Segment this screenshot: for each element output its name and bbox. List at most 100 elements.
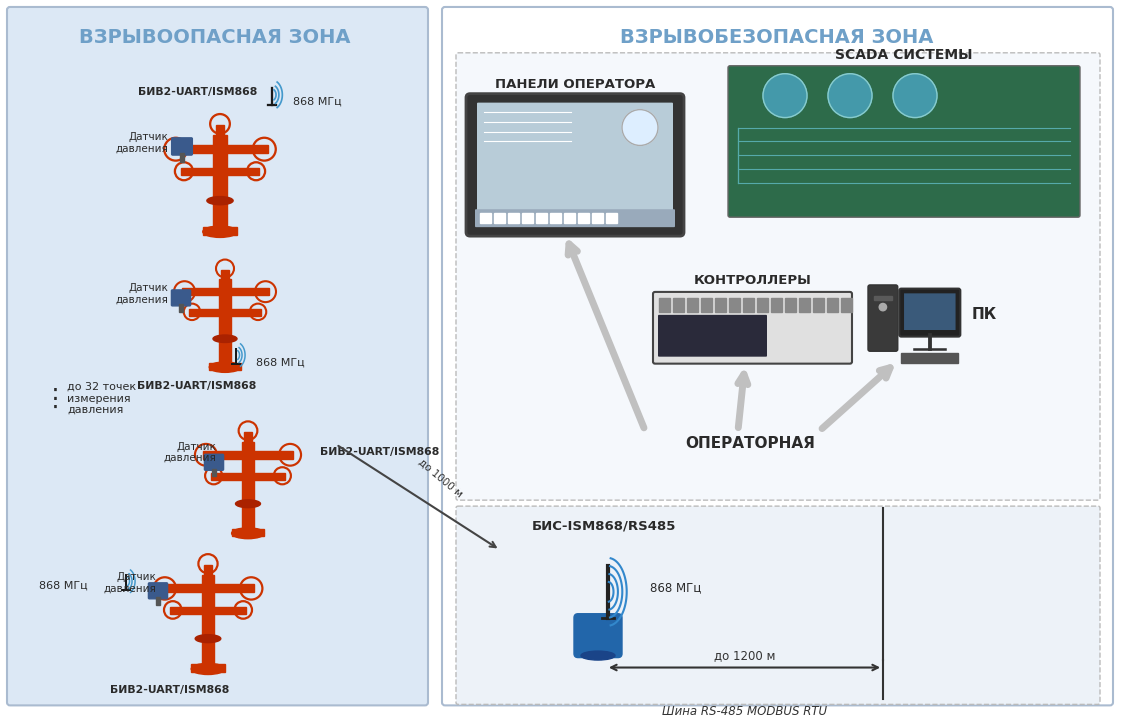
Text: БИВ2-UART/ISM868: БИВ2-UART/ISM868 [110,685,229,695]
Text: Датчик
давления: Датчик давления [115,283,167,305]
Bar [756,298,768,312]
Text: SCADA СИСТЕМЫ: SCADA СИСТЕМЫ [835,47,972,62]
Text: БИС-ISM868/RS485: БИС-ISM868/RS485 [532,520,677,533]
Text: ВЗРЫВОБЕЗОПАСНАЯ ЗОНА: ВЗРЫВОБЕЗОПАСНАЯ ЗОНА [620,28,934,47]
FancyBboxPatch shape [148,583,167,599]
Bar [254,472,285,480]
Bar [508,214,519,223]
FancyBboxPatch shape [456,506,1100,705]
FancyBboxPatch shape [475,209,676,227]
Bar [201,575,215,671]
Text: Датчик
давления: Датчик давления [103,572,156,594]
Text: 868 МГц: 868 МГц [293,96,342,106]
Bar [564,214,575,223]
FancyBboxPatch shape [653,292,852,364]
FancyBboxPatch shape [456,52,1100,500]
Bar [242,441,254,535]
Bar [191,664,225,672]
Text: до 32 точек
измерения
давления: до 32 точек измерения давления [67,382,136,415]
Text: Шина RS-485 MODBUS RTU: Шина RS-485 MODBUS RTU [662,705,827,718]
Text: 868 МГц: 868 МГц [650,582,701,595]
Bar [813,298,824,312]
Bar [254,451,293,459]
Bar [162,585,201,592]
Bar [873,296,892,300]
Bar [227,145,268,153]
FancyBboxPatch shape [172,290,191,306]
Bar [701,298,711,312]
Bar [180,153,183,162]
Ellipse shape [236,500,261,508]
Text: Датчик
давления: Датчик давления [163,441,216,463]
Bar [841,298,852,312]
Text: ПАНЕЛИ ОПЕРАТОРА: ПАНЕЛИ ОПЕРАТОРА [495,78,655,91]
FancyBboxPatch shape [868,285,898,352]
Ellipse shape [232,528,264,539]
Text: БИВ2-UART/ISM868: БИВ2-UART/ISM868 [320,447,439,457]
Ellipse shape [581,651,615,660]
Bar [212,469,216,476]
FancyBboxPatch shape [728,65,1080,217]
Bar [232,528,264,536]
FancyBboxPatch shape [442,7,1113,705]
Text: 868 МГц: 868 МГц [39,581,88,591]
Bar [170,607,201,614]
Ellipse shape [209,362,241,372]
Bar [687,298,698,312]
Circle shape [622,109,658,145]
Text: до 1200 м: до 1200 м [714,649,776,662]
Bar [827,298,839,312]
Bar [215,607,246,614]
Ellipse shape [207,196,233,205]
Bar [659,298,670,312]
Text: до 1000 м: до 1000 м [416,457,464,500]
FancyBboxPatch shape [477,103,673,211]
Ellipse shape [196,635,220,643]
FancyBboxPatch shape [904,293,955,330]
FancyBboxPatch shape [574,614,622,658]
Bar [771,298,782,312]
Bar [203,565,212,577]
Bar [673,298,685,312]
Bar [202,451,242,459]
FancyBboxPatch shape [899,288,960,336]
Bar [209,362,241,370]
Ellipse shape [214,335,237,342]
Text: Датчик
давления: Датчик давления [115,132,167,153]
Text: ПК: ПК [972,307,997,322]
FancyBboxPatch shape [7,7,428,705]
Bar [901,353,959,363]
Circle shape [892,74,937,118]
Circle shape [879,303,887,311]
Bar [480,214,491,223]
Ellipse shape [191,664,225,674]
FancyBboxPatch shape [172,138,192,155]
Bar [785,298,796,312]
Bar [550,214,561,223]
Bar [522,214,533,223]
Bar [592,214,602,223]
Text: 868 МГц: 868 МГц [256,357,305,367]
FancyBboxPatch shape [205,454,224,470]
Bar [799,298,810,312]
Text: ВЗРЫВООПАСНАЯ ЗОНА: ВЗРЫВООПАСНАЯ ЗОНА [80,28,351,47]
Text: ⋮: ⋮ [43,387,67,411]
Bar [536,214,547,223]
Bar [189,309,219,316]
Bar [202,226,237,235]
FancyBboxPatch shape [466,93,685,236]
Bar [216,126,224,137]
Bar [495,214,505,223]
Text: БИВ2-UART/ISM868: БИВ2-UART/ISM868 [137,380,256,390]
Bar [215,585,254,592]
Bar [156,597,160,605]
Bar [172,145,214,153]
Bar [743,298,754,312]
Bar [210,472,242,480]
Text: КОНТРОЛЛЕРЫ: КОНТРОЛЛЕРЫ [694,275,812,288]
Text: БИВ2-UART/ISM868: БИВ2-UART/ISM868 [138,87,257,96]
Bar [244,432,252,443]
Bar [227,168,260,175]
Bar [181,288,219,296]
Bar [214,135,227,234]
